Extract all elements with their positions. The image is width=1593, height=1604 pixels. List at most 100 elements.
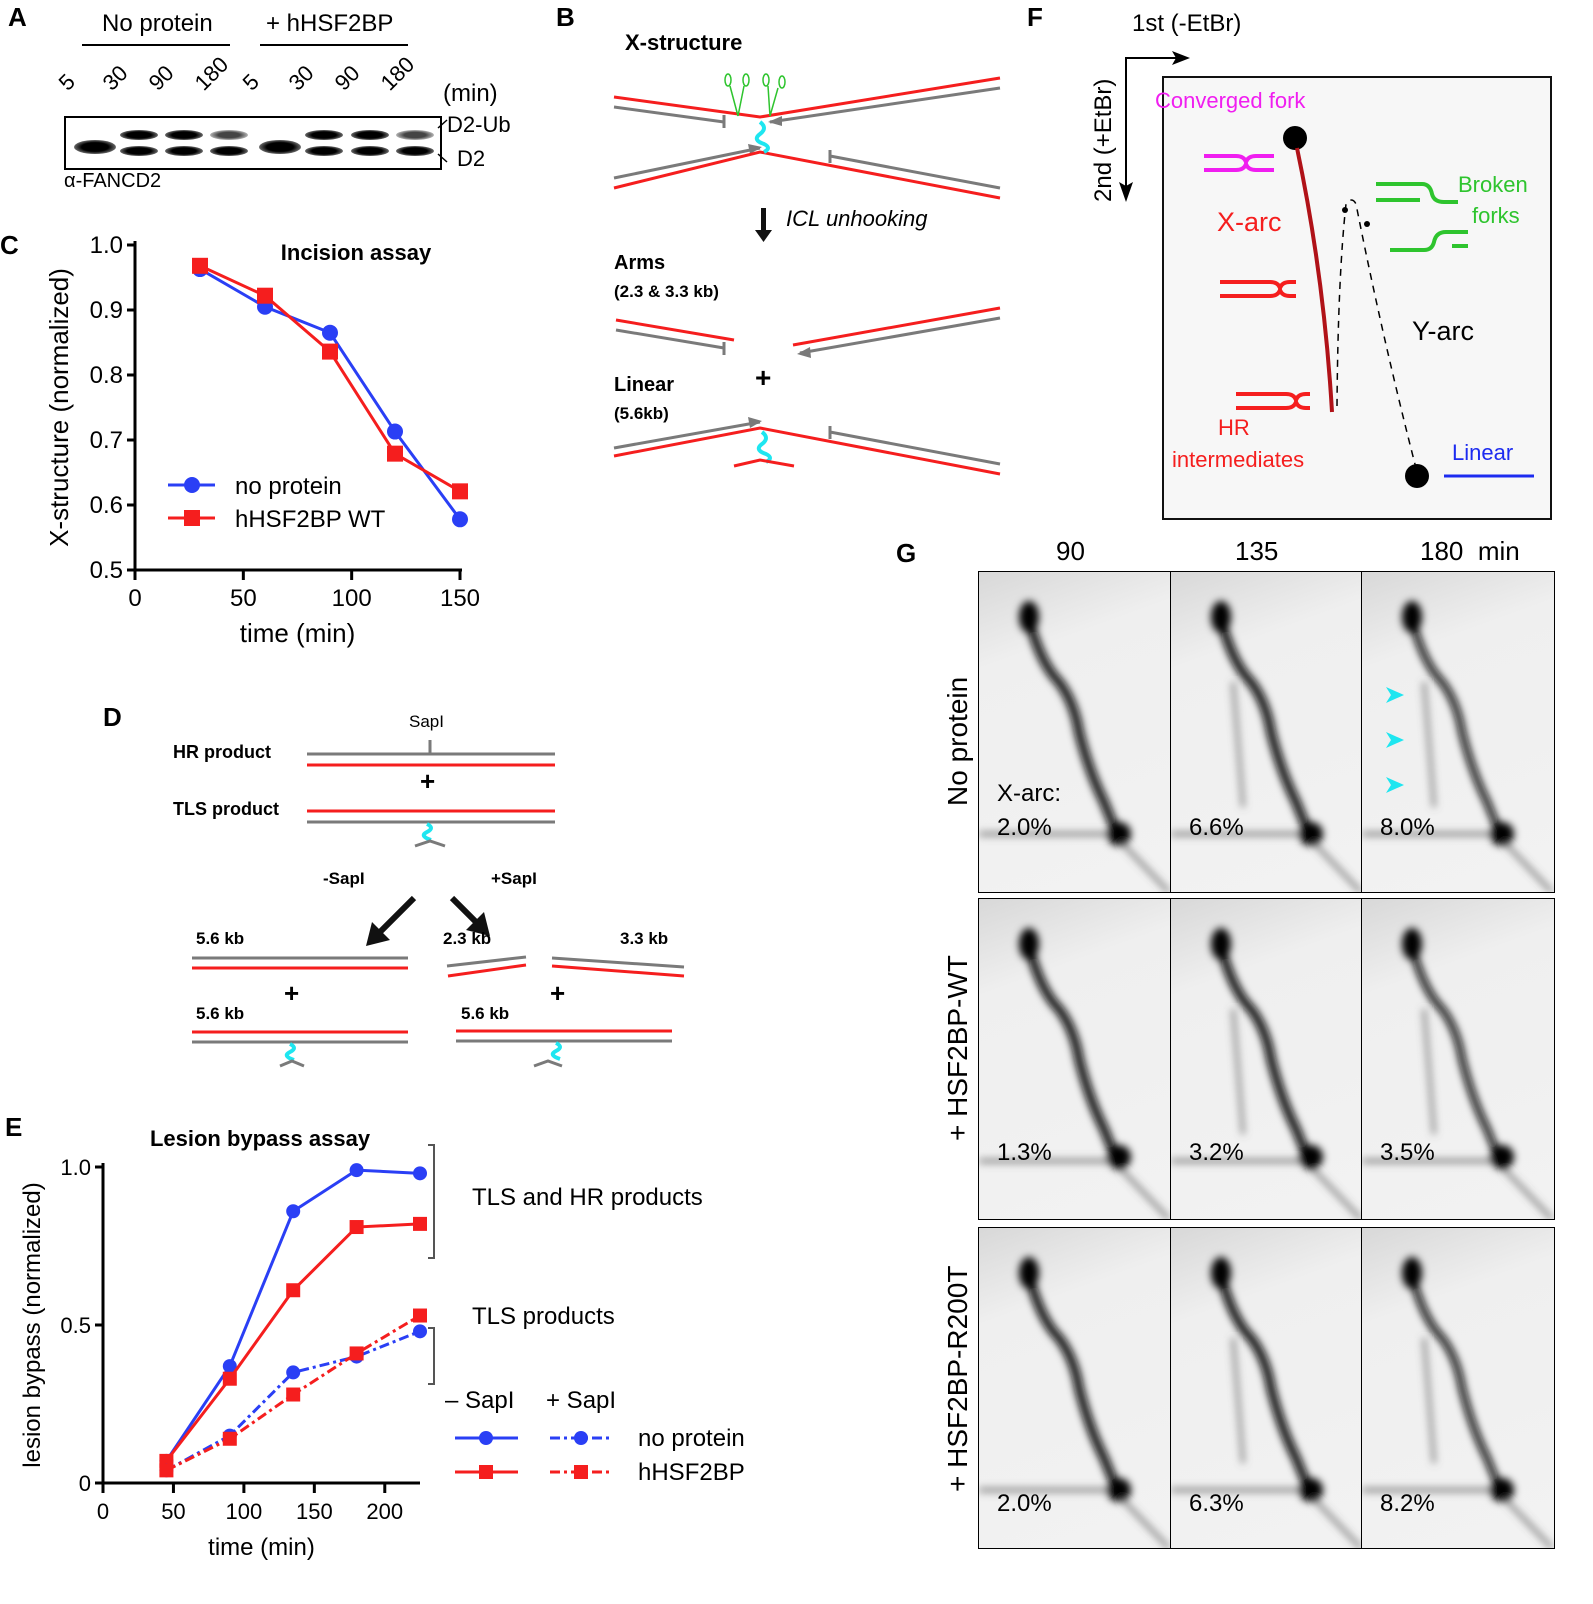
band-d2 bbox=[305, 146, 343, 156]
y-axis-label: lesion bypass (normalized) bbox=[19, 1182, 46, 1467]
lesion-bypass-chart: 0 0.5 1.0 0 50 100 150 200 time (min) lesion bypa… bbox=[19, 1126, 745, 1561]
arrow-minus-sapi bbox=[366, 922, 390, 946]
converged-fork-icon bbox=[1204, 154, 1274, 172]
first-dimension-label: 1st (-EtBr) bbox=[1132, 10, 1242, 37]
gel-direction-arrows bbox=[1119, 51, 1190, 202]
lane-label: 180 bbox=[375, 51, 420, 96]
down-arrow-icon bbox=[755, 230, 772, 242]
band-d2-ub: D2-Ub bbox=[447, 112, 511, 137]
legend-marker bbox=[184, 477, 200, 493]
lane-label: 90 bbox=[143, 60, 179, 96]
band-indicator-lines bbox=[437, 119, 448, 163]
data-point bbox=[413, 1308, 427, 1323]
gel-signal bbox=[1171, 1257, 1363, 1548]
gel-row-label: + HSF2BP-WT bbox=[942, 954, 973, 1141]
gel-group-no-protein: No protein bbox=[102, 10, 213, 37]
band-d2: D2 bbox=[457, 146, 486, 171]
lane-label: 5 bbox=[237, 68, 264, 96]
lane-label: 30 bbox=[283, 60, 319, 96]
legend-header: – SapI bbox=[445, 1387, 514, 1414]
y-arc-curve bbox=[1336, 199, 1418, 473]
panel-label-f: F bbox=[1027, 2, 1043, 32]
data-point bbox=[322, 343, 338, 360]
gel-row-label: + HSF2BP-R200T bbox=[942, 1265, 973, 1492]
y-axis-label: X-structure (normalized) bbox=[44, 268, 74, 547]
broken-fork-icon bbox=[1376, 182, 1468, 252]
2d-gel-image: 1.3% bbox=[978, 898, 1172, 1220]
data-point bbox=[286, 1204, 301, 1219]
scissors-icon bbox=[724, 73, 786, 117]
converged-fork-spot bbox=[1283, 126, 1307, 150]
timepoint-label: 180 min bbox=[1420, 536, 1520, 566]
gel-signal bbox=[1171, 928, 1363, 1219]
incision-assay-chart: 0.5 0.6 0.7 0.8 0.9 1.0 0 50 100 150 time (min) X-s… bbox=[44, 232, 480, 648]
x-tick-label: 200 bbox=[366, 1499, 403, 1524]
antibody-label: α-FANCD2 bbox=[64, 170, 162, 192]
2d-gel-image: 2.0% bbox=[978, 1227, 1172, 1549]
band-d2-ub bbox=[165, 130, 203, 140]
gel-signal bbox=[979, 1257, 1171, 1548]
band-d2 bbox=[165, 146, 203, 156]
y-tick-label: 0.6 bbox=[90, 492, 123, 519]
x-arc-curve bbox=[1295, 147, 1334, 413]
chart-title: Incision assay bbox=[281, 240, 432, 265]
x-tick-label: 100 bbox=[226, 1499, 263, 1524]
second-dimension-label: 2nd (+EtBr) bbox=[1090, 78, 1117, 202]
lane-label: 5 bbox=[53, 68, 80, 96]
legend-label: no protein bbox=[638, 1425, 745, 1452]
x-arc-percentage: 2.0% bbox=[997, 814, 1052, 841]
data-point bbox=[387, 445, 403, 462]
lane-label: 180 bbox=[189, 51, 234, 96]
data-point bbox=[159, 1463, 174, 1478]
grey-strand-arrow bbox=[769, 86, 1001, 124]
series-line bbox=[165, 1222, 421, 1462]
x-arc-percentage: 6.6% bbox=[1189, 814, 1244, 841]
x-arc-percentage: 3.5% bbox=[1380, 1139, 1435, 1166]
arrowhead-icon bbox=[1386, 687, 1404, 703]
x-tick-label: 150 bbox=[440, 585, 480, 612]
linear-size: (5.6kb) bbox=[614, 404, 669, 423]
gel-row-label: No protein bbox=[942, 676, 973, 806]
gel-signal bbox=[979, 601, 1171, 892]
x-structure-diagram bbox=[613, 73, 1001, 476]
gel-signal bbox=[1362, 1257, 1554, 1548]
plus-sign: + bbox=[755, 362, 772, 393]
legend-header: + SapI bbox=[546, 1387, 616, 1414]
plus-sign: + bbox=[550, 978, 566, 1008]
legend-marker bbox=[479, 1431, 493, 1445]
gel-signal bbox=[979, 928, 1171, 1219]
plus-sapi-label: +SapI bbox=[491, 869, 537, 888]
2d-gel-image: 6.3% bbox=[1170, 1227, 1364, 1549]
data-point bbox=[413, 1324, 427, 1339]
broken-forks-label-2: forks bbox=[1472, 203, 1520, 228]
western-blot bbox=[64, 116, 442, 170]
legend-marker bbox=[574, 1431, 588, 1445]
legend-marker bbox=[479, 1465, 493, 1479]
hr-intermediates-label-1: HR bbox=[1218, 415, 1250, 440]
panel-label-a: A bbox=[8, 2, 27, 32]
2d-gel-schematic-drawing bbox=[1204, 126, 1534, 488]
panel-label-c: C bbox=[0, 230, 19, 260]
bracket-label: TLS and HR products bbox=[472, 1184, 703, 1211]
x-arc-percentage: 2.0% bbox=[997, 1490, 1052, 1517]
band-d2-ub bbox=[120, 130, 158, 140]
data-point bbox=[286, 1283, 301, 1298]
linear-label: Linear bbox=[614, 374, 675, 396]
legend-label: hHSF2BP WT bbox=[235, 506, 386, 533]
band-d2 bbox=[120, 146, 158, 156]
legend-marker bbox=[184, 510, 200, 526]
2d-gel-image: X-arc: 2.0% bbox=[978, 571, 1172, 893]
y-arc-label: Y-arc bbox=[1412, 316, 1475, 346]
sapi-digest-diagram bbox=[192, 740, 685, 1068]
2d-gel-image: 3.2% bbox=[1170, 898, 1364, 1220]
data-point bbox=[192, 257, 208, 274]
y-tick-label: 0 bbox=[79, 1471, 91, 1496]
panel-label-e: E bbox=[5, 1112, 23, 1142]
data-point bbox=[286, 1365, 301, 1380]
down-arrow-icon bbox=[1119, 182, 1133, 202]
timepoint-label: 135 bbox=[1235, 536, 1279, 566]
x-arc-label: X-arc bbox=[1217, 207, 1282, 237]
data-point bbox=[322, 324, 338, 341]
right-arrow-icon bbox=[1172, 51, 1190, 65]
fragment-size: 3.3 kb bbox=[620, 929, 669, 948]
